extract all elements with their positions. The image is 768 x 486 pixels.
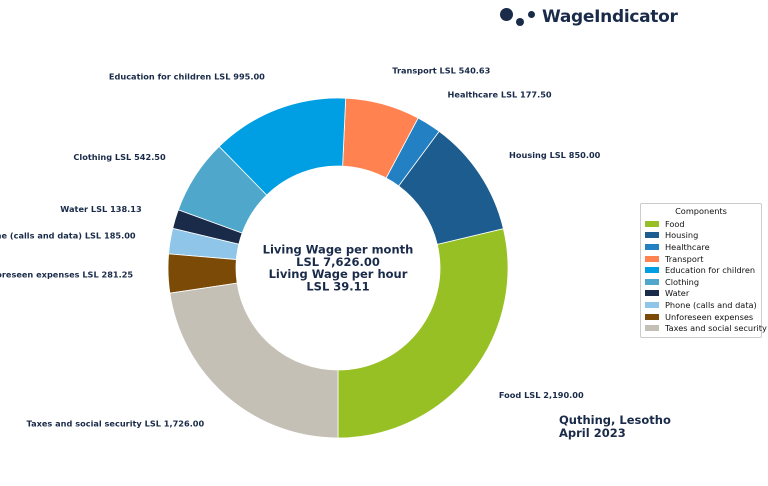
legend-label: Housing xyxy=(665,230,699,241)
legend-swatch xyxy=(645,255,659,262)
location-caption: Quthing, Lesotho April 2023 xyxy=(559,414,671,440)
center-text-line-3: Living Wage per hour xyxy=(269,267,408,281)
legend-swatch xyxy=(645,325,659,332)
slice-food xyxy=(337,228,509,439)
logo-text: WageIndicator xyxy=(542,7,678,27)
legend-swatch xyxy=(645,301,659,308)
legend-title: Components xyxy=(675,206,727,216)
slice-label-phone-calls-and-data: Phone (calls and data) LSL 185.00 xyxy=(0,230,136,240)
legend-swatch xyxy=(645,220,659,227)
legend-item-unforeseen-expenses: Unforeseen expenses xyxy=(645,311,757,323)
logo-dots-icon xyxy=(498,4,542,30)
legend-swatch xyxy=(645,267,659,274)
legend-swatch xyxy=(645,243,659,250)
legend-label: Taxes and social security xyxy=(665,323,767,334)
center-text-line-1: Living Wage per month xyxy=(263,243,414,257)
center-text-line-2: LSL 7,626.00 xyxy=(296,255,380,269)
location-place: Quthing, Lesotho xyxy=(559,413,671,427)
slice-labels: Food LSL 2,190.00 Housing LSL 850.00 Healt… xyxy=(0,65,601,428)
legend-swatch xyxy=(645,278,659,285)
slice-label-education-for-children: Education for children LSL 995.00 xyxy=(109,71,265,81)
slice-label-clothing: Clothing LSL 542.50 xyxy=(73,152,166,162)
center-text-line-4: LSL 39.11 xyxy=(306,279,369,293)
slice-label-food: Food LSL 2,190.00 xyxy=(499,390,584,400)
legend-item-food: Food xyxy=(645,218,757,230)
legend-label: Education for children xyxy=(665,265,756,276)
legend-label: Food xyxy=(665,218,685,229)
slice-label-water: Water LSL 138.13 xyxy=(60,204,142,214)
chart-legend: Components Food Housing Healthcare Transpor… xyxy=(640,203,767,338)
legend-item-taxes-and-social-security: Taxes and social security xyxy=(645,322,767,334)
legend-item-housing: Housing xyxy=(645,230,757,242)
legend-items: Food Housing Healthcare Transport Education … xyxy=(645,218,767,334)
donut-slices xyxy=(167,97,509,439)
legend-item-transport: Transport xyxy=(645,253,757,265)
legend-swatch xyxy=(645,232,659,239)
slice-label-unforeseen-expenses: Unforeseen expenses LSL 281.25 xyxy=(0,270,133,280)
slice-label-taxes-and-social-security: Taxes and social security LSL 1,726.00 xyxy=(27,418,205,428)
legend-label: Phone (calls and data) xyxy=(665,299,757,310)
legend-label: Water xyxy=(665,288,690,299)
legend-item-water: Water xyxy=(645,288,757,300)
legend-item-education-for-children: Education for children xyxy=(645,264,757,276)
legend-label: Healthcare xyxy=(665,241,710,252)
legend-label: Clothing xyxy=(665,276,700,287)
legend-swatch xyxy=(645,290,659,297)
legend-label: Unforeseen expenses xyxy=(665,311,754,322)
slice-label-transport: Transport LSL 540.63 xyxy=(392,65,490,75)
legend-item-phone-calls-and-data: Phone (calls and data) xyxy=(645,299,757,311)
legend-swatch xyxy=(645,313,659,320)
legend-item-clothing: Clothing xyxy=(645,276,757,288)
legend-label: Transport xyxy=(665,253,704,264)
slice-label-healthcare: Healthcare LSL 177.50 xyxy=(448,90,552,100)
slice-label-housing: Housing LSL 850.00 xyxy=(509,150,601,160)
location-date: April 2023 xyxy=(559,426,626,440)
wageindicator-logo: WageIndicator xyxy=(498,4,678,30)
slice-taxes-and-social-security xyxy=(169,282,339,439)
legend-item-healthcare: Healthcare xyxy=(645,241,757,253)
